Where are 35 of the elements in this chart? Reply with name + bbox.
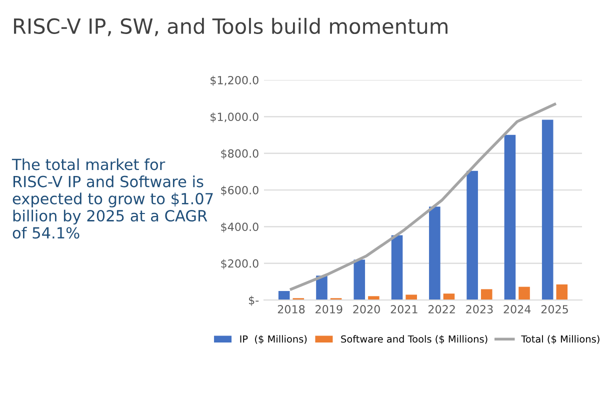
y-tick-label: $800.0 [221, 149, 258, 160]
legend-label: Total ($ Millions) [521, 335, 600, 344]
y-tick-label: $400.0 [221, 222, 258, 233]
bar [316, 276, 328, 300]
x-tick-label: 2023 [466, 305, 493, 314]
legend-label: IP ($ Millions) [240, 335, 307, 344]
bar [542, 120, 554, 300]
x-tick-label: 2021 [390, 305, 418, 314]
y-tick-label: $200.0 [221, 259, 258, 270]
text: The total market for RISC-V IP and Software is expected to grow to $1.07 billion by 2025 at a CAGR of 54.1% [12, 158, 213, 239]
x-tick-label: 2020 [353, 305, 380, 314]
y-tick-label: $- [248, 296, 259, 306]
x-tick-label: 2019 [316, 305, 342, 314]
bar [504, 134, 516, 300]
y-tick-label: $1,200.0 [210, 76, 258, 86]
bar [429, 206, 440, 300]
bar [556, 284, 568, 300]
y-tick-label: $1,000.0 [210, 112, 258, 123]
bar [368, 296, 380, 300]
x-tick-label: 2025 [541, 305, 568, 314]
x-tick-label: 2018 [278, 305, 305, 314]
bar [480, 289, 492, 300]
bar [518, 286, 530, 300]
bar [406, 294, 417, 300]
y-tick-label: $600.0 [221, 186, 258, 196]
bar [466, 170, 478, 300]
bar [443, 294, 455, 300]
bar [391, 235, 403, 300]
bar [278, 291, 290, 300]
legend-label: Software and Tools ($ Millions) [341, 335, 488, 344]
x-tick-label: 2022 [428, 305, 455, 314]
line-series [290, 102, 556, 291]
chart-title: RISC-V IP, SW, and Tools build momentum [14, 18, 448, 36]
bar [354, 260, 366, 300]
x-tick-label: 2024 [504, 305, 531, 314]
